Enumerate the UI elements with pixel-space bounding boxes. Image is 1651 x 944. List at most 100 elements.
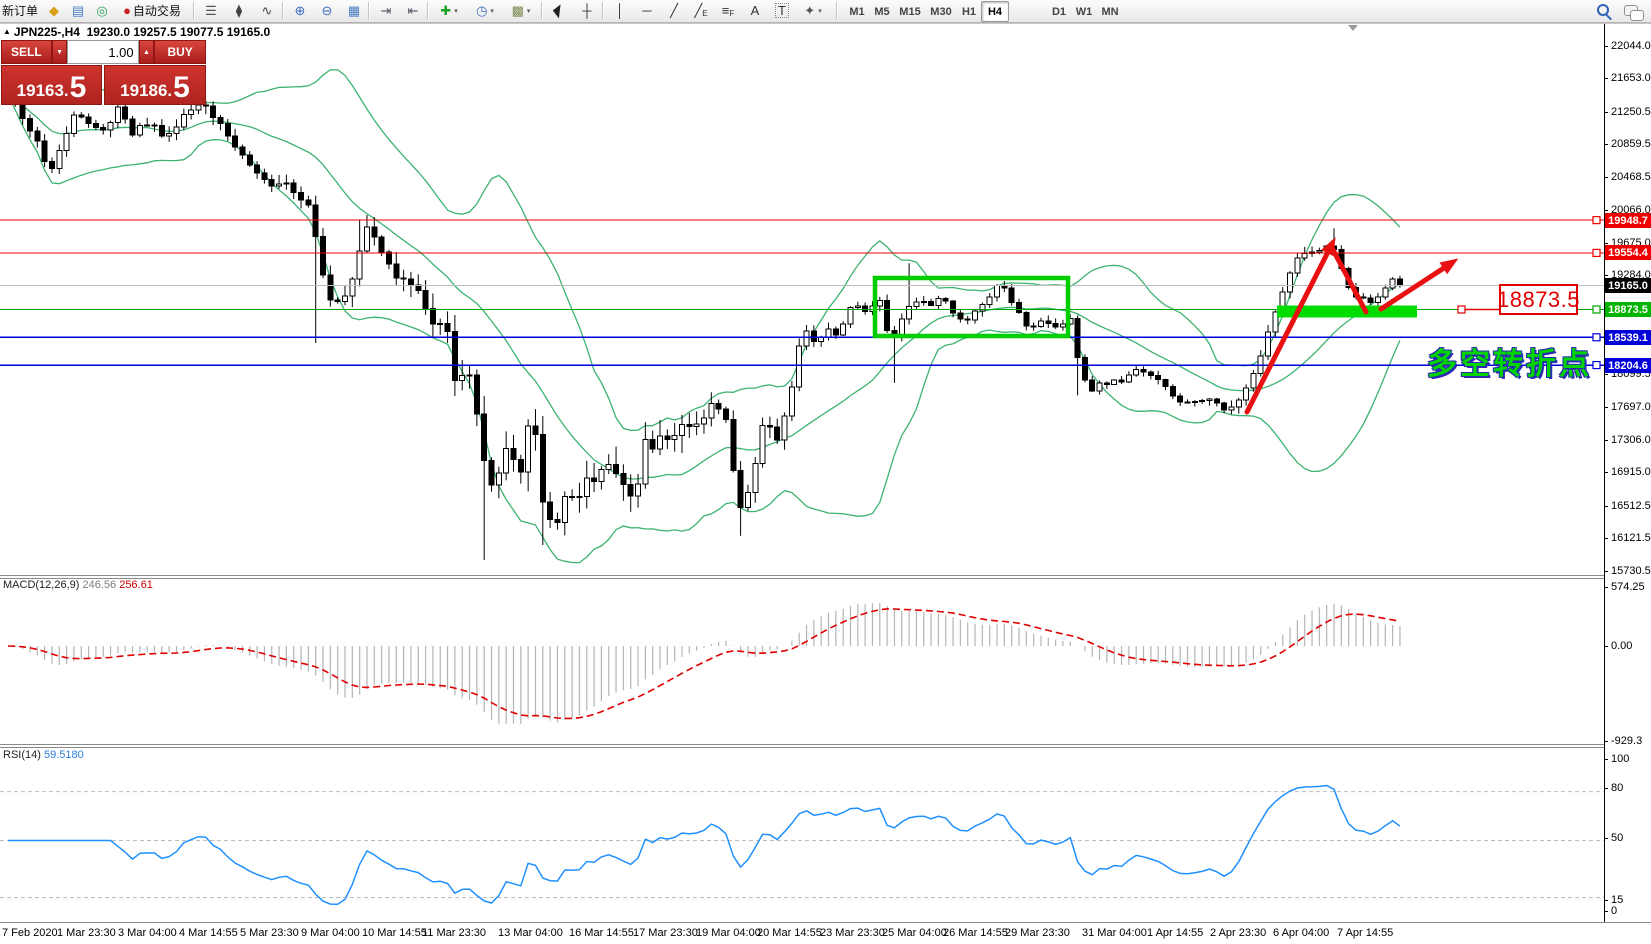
axis-tick-label: 20859.5 [1611,138,1651,150]
hline-button[interactable]: ─ [642,3,652,18]
axis-tick [1604,177,1608,178]
axis-tick [1604,538,1608,539]
date-label: 16 Mar 14:55 [569,927,634,939]
chart-title: ▲ JPN225-,H4 19230.0 19257.5 19077.5 1916… [3,25,270,39]
toolbar-separator [282,2,283,19]
timeframe-m30[interactable]: M30 [930,5,952,18]
chart-shift-marker-icon [1348,25,1358,31]
toolbar-separator [836,2,837,19]
axis-tick-label: 17697.0 [1611,401,1651,413]
vline-button[interactable]: │ [615,3,625,18]
trendline-button[interactable]: ╱ [670,3,678,18]
price-level-label: 19165.0 [1605,278,1651,293]
axis-tick [1604,374,1608,375]
ask-price-big-digit: 5 [173,71,190,104]
price-level-label: 19554.4 [1605,245,1651,260]
date-label: 20 Mar 14:55 [757,927,822,939]
timeframe-m15[interactable]: M15 [899,5,921,18]
axis-tick [1604,911,1608,912]
axis-tick [1604,900,1608,901]
date-label: 3 Mar 04:00 [118,927,177,939]
chat-icon[interactable] [1624,5,1644,21]
timeframe-h4[interactable]: H4 [981,1,1009,22]
date-label: 1 Apr 14:55 [1147,927,1204,939]
date-label: 2 Apr 23:30 [1210,927,1267,939]
timeframe-h1[interactable]: H1 [961,5,977,18]
axis-tick [1604,440,1608,441]
macd-indicator-label: MACD(12,26,9) 246.56 256.61 [3,579,153,591]
timeframe-d1[interactable]: D1 [1051,5,1067,18]
bid-price-main: 19163. [16,81,69,100]
date-label: 25 Mar 04:00 [882,927,947,939]
sell-button[interactable]: SELL [1,40,52,64]
date-label: 6 Apr 04:00 [1273,927,1330,939]
date-label: 26 Mar 14:55 [943,927,1008,939]
autotrading-button[interactable]: ● 自动交易 [123,3,181,18]
volume-up-button[interactable]: ▲ [138,40,155,64]
bar-chart-button[interactable]: ☰ [205,3,217,18]
axis-tick [1604,838,1608,839]
cursor-button[interactable]: ◤ [550,1,568,20]
toolbar-divider [0,23,1651,24]
zoom-out-button[interactable]: ⊖ [321,3,333,18]
navigator-icon[interactable]: ◎ [96,3,108,18]
timeframe-w1[interactable]: W1 [1075,5,1093,18]
timeframe-m5[interactable]: M5 [874,5,890,18]
symbol-marker-icon: ▲ [3,27,11,36]
fibonacci-button[interactable]: ≡ F [721,3,735,18]
price-tag-label[interactable]: 18873.5 [1497,284,1580,315]
axis-tick-label: 21653.0 [1611,72,1651,84]
axis-tick [1604,210,1608,211]
zoom-in-button[interactable]: ⊕ [294,3,306,18]
bid-price[interactable]: 19163. 5 [1,65,102,105]
axis-tick [1604,275,1608,276]
candlestick-button[interactable]: ⧫ [235,3,243,18]
toolbar-separator [602,2,603,19]
crosshair-button[interactable]: ┼ [582,3,592,18]
market-watch-icon[interactable]: ◆ [49,3,59,18]
text-button[interactable]: A [750,3,760,18]
data-window-icon[interactable]: ▤ [71,3,85,18]
timeframe-mn[interactable]: MN [1101,5,1119,18]
period-button[interactable]: ◷ ▾ [476,3,494,18]
add-indicator-button[interactable]: ✚ ▾ [440,3,458,18]
date-label: 19 Mar 04:00 [696,927,761,939]
axis-tick [1604,46,1608,47]
shapes-button[interactable]: ✦ ▾ [804,3,822,18]
ask-price[interactable]: 19186. 5 [104,65,206,105]
date-label: 10 Mar 14:55 [362,927,427,939]
rsi-indicator-label: RSI(14) 59.5180 [3,749,84,761]
price-axis-border [1604,24,1605,922]
axis-tick [1604,646,1608,647]
channel-button[interactable]: ╱ E [694,3,708,18]
date-label: 31 Mar 04:00 [1082,927,1147,939]
axis-tick-label: 16915.0 [1611,466,1651,478]
new-order-button[interactable]: 新订单 [1,4,38,18]
turning-point-annotation[interactable]: 多空转折点 [1427,348,1592,381]
axis-tick [1604,759,1608,760]
auto-scroll-button[interactable]: ⇤ [407,3,419,18]
label-button[interactable]: T [769,0,795,21]
volume-input[interactable]: 1.00 [67,40,139,64]
macd-panel-separator[interactable] [0,575,1604,579]
axis-tick-label: 50 [1611,832,1624,844]
template-button[interactable]: ▩ ▾ [511,3,531,18]
search-icon[interactable] [1597,4,1609,16]
toolbar-separator [427,2,428,19]
rsi-panel-separator[interactable] [0,744,1604,748]
axis-tick-label: 17306.0 [1611,434,1651,446]
date-label: 7 Feb 2020 [2,927,58,939]
buy-button[interactable]: BUY [154,40,206,64]
volume-down-button[interactable]: ▼ [51,40,68,64]
ask-price-main: 19186. [120,81,173,100]
date-label: 23 Mar 23:30 [820,927,885,939]
line-chart-button[interactable]: ∿ [261,3,273,18]
price-level-label: 18204.6 [1605,358,1651,373]
toolbar-separator [541,2,542,19]
tile-windows-button[interactable]: ▦ [347,3,361,18]
price-level-label: 18873.5 [1605,302,1651,317]
timeframe-m1[interactable]: M1 [849,5,865,18]
chart-shift-button[interactable]: ⇥ [380,3,392,18]
toolbar-separator [368,2,369,19]
